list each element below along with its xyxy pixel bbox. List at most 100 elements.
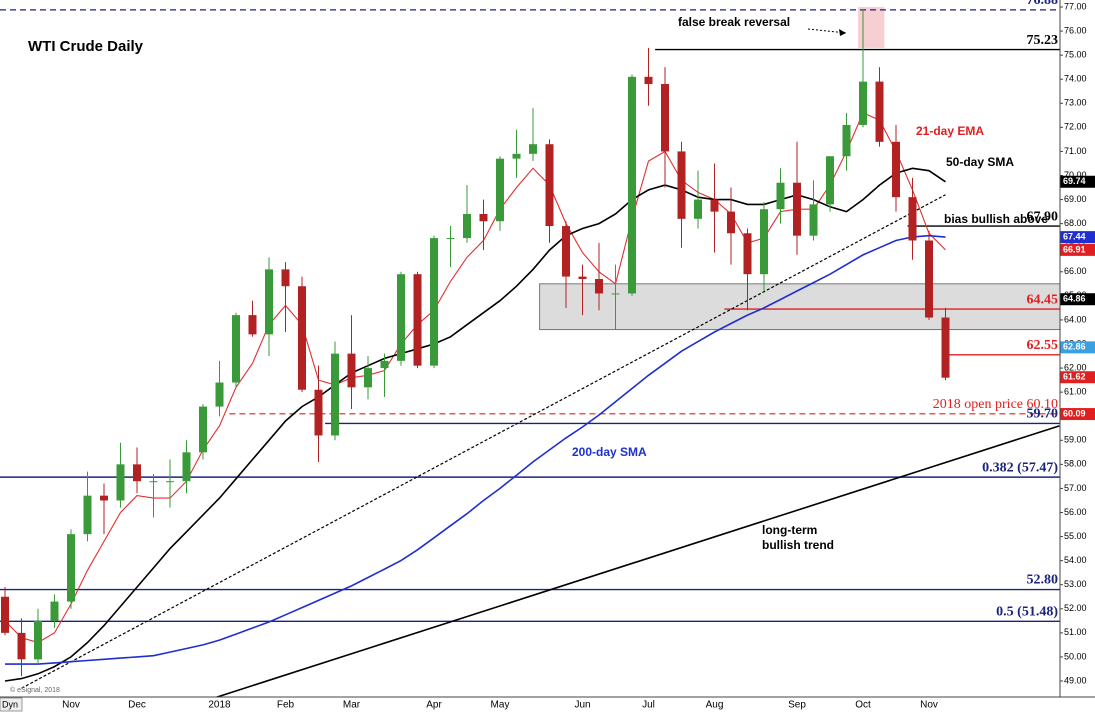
series-label: 200-day SMA xyxy=(572,445,647,459)
candle-body xyxy=(215,382,224,407)
price-tag xyxy=(1060,408,1095,421)
dyn-box xyxy=(0,697,23,712)
annotation: long-term xyxy=(762,523,817,537)
candle-body xyxy=(908,197,917,241)
level-label: 62.55 xyxy=(1027,338,1059,353)
price-tag-label: 66.91 xyxy=(1063,244,1086,254)
candle-body xyxy=(397,274,405,361)
level-label: 0.382 (57.47) xyxy=(982,460,1058,475)
y-tick-label: 66.00 xyxy=(1064,266,1087,276)
candle-body xyxy=(941,317,950,378)
candle-body xyxy=(50,601,59,621)
candle-body xyxy=(380,360,389,369)
x-tick-label: May xyxy=(491,700,510,711)
price-tag xyxy=(1060,175,1095,188)
candle-body xyxy=(314,389,323,436)
annotation: false break reversal xyxy=(678,15,790,29)
x-tick-label: Nov xyxy=(62,700,80,711)
candle-body xyxy=(364,368,372,388)
candle-body xyxy=(347,353,356,388)
candle-body xyxy=(67,534,75,602)
y-tick-label: 62.00 xyxy=(1064,362,1087,372)
annotation: bias bullish above xyxy=(944,212,1048,226)
level-label: 59.70 xyxy=(1027,407,1059,422)
candle-body xyxy=(446,238,455,240)
candle-body xyxy=(265,269,273,335)
candle-body xyxy=(545,144,554,227)
candle-body xyxy=(892,141,900,198)
candle-body xyxy=(133,464,141,482)
candle-body xyxy=(149,481,158,483)
zone xyxy=(539,283,1060,331)
candle-body xyxy=(281,269,290,287)
level-label: 2018 open price 60.10 xyxy=(933,397,1058,412)
candle-body xyxy=(430,238,438,366)
candle-body xyxy=(529,144,537,154)
candle-body xyxy=(925,240,933,318)
price-tag-label: 61.62 xyxy=(1063,372,1086,382)
price-tag-label: 69.74 xyxy=(1063,176,1086,186)
x-tick-label: Apr xyxy=(426,700,442,711)
x-tick-label: Dec xyxy=(128,700,146,711)
candle-body xyxy=(182,452,191,482)
zones xyxy=(539,7,1060,331)
candle-body xyxy=(677,151,686,219)
level-label: 64.45 xyxy=(1027,292,1059,307)
candle-body xyxy=(232,315,240,383)
y-tick-label: 71.00 xyxy=(1064,146,1087,156)
level-label: 76.88 xyxy=(1027,0,1059,8)
y-tick-label: 50.00 xyxy=(1064,651,1087,661)
x-tick-label: Oct xyxy=(855,700,871,711)
y-tick-label: 75.00 xyxy=(1064,50,1087,60)
candle-body xyxy=(83,495,92,535)
level-label: 67.90 xyxy=(1027,209,1059,224)
arrow-head xyxy=(839,29,846,36)
indicator-line xyxy=(5,234,946,665)
candle-body xyxy=(34,620,42,660)
candle-body xyxy=(1,596,9,633)
price-tag xyxy=(1060,293,1095,306)
x-tick-label: Sep xyxy=(788,700,806,711)
candle-body xyxy=(331,353,339,436)
y-tick-label: 51.00 xyxy=(1064,627,1087,637)
y-tick-label: 69.00 xyxy=(1064,194,1087,204)
candle-body xyxy=(562,226,570,277)
y-tick-label: 55.00 xyxy=(1064,531,1087,541)
candle-body xyxy=(611,293,620,295)
x-tick-label: Jun xyxy=(574,700,590,711)
y-tick-label: 56.00 xyxy=(1064,507,1087,517)
price-tag-label: 64.86 xyxy=(1063,294,1086,304)
chart-title: WTI Crude Daily xyxy=(28,38,144,55)
candle-body xyxy=(826,156,834,205)
dyn-label: Dyn xyxy=(2,699,18,709)
x-tick-label: Mar xyxy=(343,700,361,711)
candle-body xyxy=(100,495,108,501)
x-tick-label: Nov xyxy=(920,700,938,711)
candle-body xyxy=(298,286,306,390)
y-tick-label: 64.00 xyxy=(1064,314,1087,324)
y-tick-label: 49.00 xyxy=(1064,675,1087,685)
x-tick-label: Jul xyxy=(642,700,655,711)
candles xyxy=(1,9,950,677)
level-label: 75.23 xyxy=(1027,33,1059,48)
overlays xyxy=(0,9,1060,697)
candle-body xyxy=(743,233,752,275)
source: © eSignal, 2018 xyxy=(10,686,60,694)
candle-body xyxy=(842,124,851,157)
price-tag xyxy=(1060,243,1095,256)
x-tick-label: 2018 xyxy=(208,700,231,711)
candle-body xyxy=(479,214,488,222)
y-tick-label: 70.00 xyxy=(1064,170,1087,180)
y-tick-label: 58.00 xyxy=(1064,459,1087,469)
candle-body xyxy=(17,632,26,660)
y-tick-label: 73.00 xyxy=(1064,98,1087,108)
price-tag-label: 67.44 xyxy=(1063,231,1086,241)
y-tick-label: 57.00 xyxy=(1064,483,1087,493)
candle-body xyxy=(776,182,785,210)
candle-body xyxy=(248,315,257,335)
candle-body xyxy=(628,76,636,294)
candle-body xyxy=(694,199,702,219)
candle-body xyxy=(727,211,735,234)
price-tag xyxy=(1060,231,1095,244)
